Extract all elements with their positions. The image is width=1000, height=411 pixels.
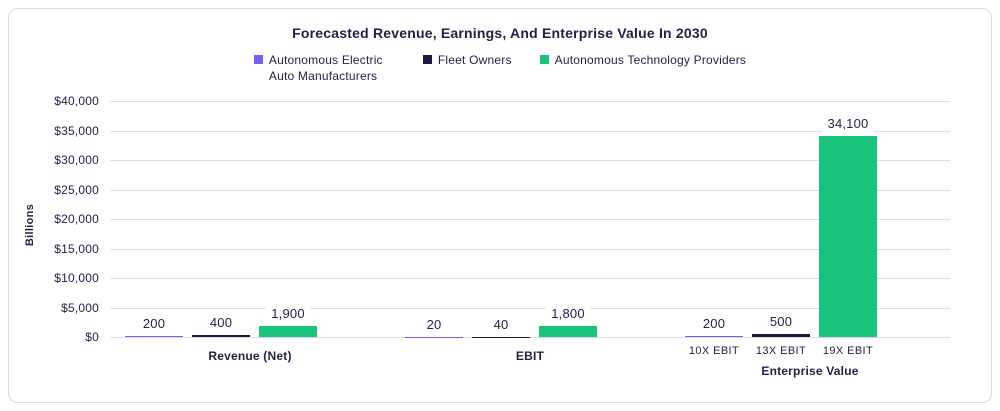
bar-sublabel: 19X EBIT xyxy=(822,345,874,357)
legend-label: Fleet Owners xyxy=(437,53,512,67)
bar-3-3 xyxy=(819,135,877,337)
bar-1-2 xyxy=(192,334,250,337)
gridline xyxy=(110,130,950,132)
bar-value-label: 200 xyxy=(697,315,731,332)
gridline xyxy=(110,337,950,338)
legend-marker-icon xyxy=(539,55,549,64)
x-category-label: EBIT xyxy=(515,349,545,363)
y-tick-label: $15,000 xyxy=(54,241,99,256)
bar-1-1 xyxy=(125,335,183,337)
legend-marker-icon xyxy=(422,55,432,64)
y-tick-label: $40,000 xyxy=(54,94,99,108)
gridline xyxy=(110,248,950,250)
y-tick-label: $25,000 xyxy=(54,182,99,197)
y-tick-label: $35,000 xyxy=(54,123,99,138)
y-tick-label: $10,000 xyxy=(54,271,99,285)
y-tick-label: $0 xyxy=(85,330,99,344)
bar-value-label: 34,100 xyxy=(822,115,874,132)
legend-item-2: Fleet Owners xyxy=(422,52,512,68)
bar-3-1 xyxy=(685,335,743,337)
chart-title: Forecasted Revenue, Earnings, And Enterp… xyxy=(292,25,708,41)
bar-2-3 xyxy=(539,326,597,337)
legend-label: Autonomous Electric Auto Manufacturers xyxy=(268,53,383,84)
gridline xyxy=(110,160,950,161)
bar-value-label: 1,800 xyxy=(546,306,590,323)
legend-item-1: Autonomous Electric Auto Manufacturers xyxy=(253,52,395,84)
plot-area: $40,000 $35,000 $30,000 $25,000 $20,000 $15,0… xyxy=(54,94,950,378)
x-category-label: Enterprise Value xyxy=(761,364,859,378)
bar-value-label: 40 xyxy=(488,316,514,333)
bar-value-label: 1,900 xyxy=(266,305,310,322)
gridline xyxy=(110,219,950,220)
gridline xyxy=(110,278,950,279)
x-category-label: Revenue (Net) xyxy=(208,349,292,363)
gridline xyxy=(110,189,950,191)
legend-label: Autonomous Technology Providers xyxy=(554,53,747,67)
legend-marker-icon xyxy=(253,55,263,64)
legend: Autonomous Electric Auto Manufacturers Fl… xyxy=(9,52,991,84)
bar-value-label: 400 xyxy=(204,314,238,331)
bar-sublabel: 13X EBIT xyxy=(755,345,807,357)
bar-3-2 xyxy=(752,334,810,337)
bar-1-3 xyxy=(259,325,317,337)
gridline xyxy=(110,307,950,309)
gridline xyxy=(110,101,950,102)
legend-item-3: Autonomous Technology Providers xyxy=(539,52,747,68)
bar-value-label: 20 xyxy=(421,316,447,333)
bar-value-label: 200 xyxy=(137,315,171,332)
chart-card: Forecasted Revenue, Earnings, And Enterp… xyxy=(8,8,992,403)
y-tick-label: $5,000 xyxy=(61,300,99,315)
bar-sublabel: 10X EBIT xyxy=(688,345,740,357)
y-tick-label: $20,000 xyxy=(54,212,99,226)
y-tick-label: $30,000 xyxy=(54,153,99,167)
bar-value-label: 500 xyxy=(764,314,798,331)
